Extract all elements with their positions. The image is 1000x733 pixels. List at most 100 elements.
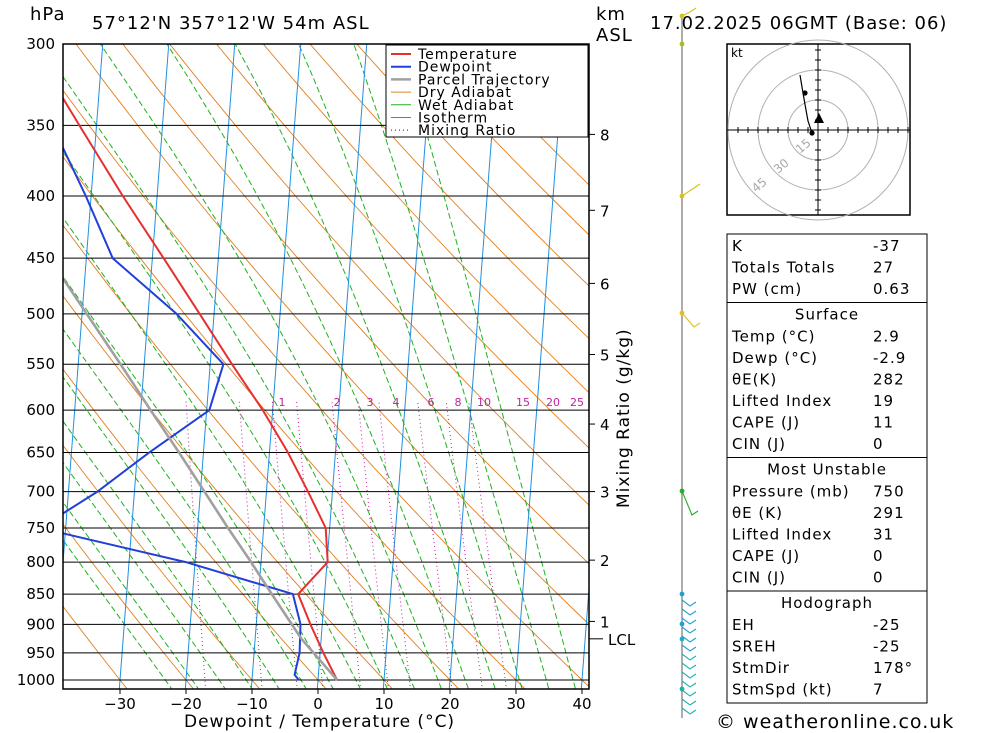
mixing-ratio-lines [185,401,508,689]
datetime-label: 17.02.2025 06GMT (Base: 06) [650,13,947,34]
asl-label: ASL [596,25,633,46]
km-tick-label: 6 [600,275,610,293]
index-label: K [732,237,743,255]
wind-level-marker [679,591,685,597]
index-label: CIN (J) [732,435,786,453]
wet-adiabat-line [234,44,496,689]
km-tick-label: 2 [600,552,610,570]
indices-table-box [726,457,928,592]
wet-adiabat-line [63,151,389,689]
pressure-tick-label: 950 [26,644,55,662]
mixing-ratio-labels: 1 2 3 4 6 8 10 15 20 25 [279,396,585,409]
index-label: Dewp (°C) [732,349,818,367]
wind-barb [681,680,697,688]
lcl-label: LCL [608,631,636,649]
index-value: 291 [873,504,905,522]
km-tick-label: 4 [600,416,610,434]
dry-adiabat-line [63,523,195,689]
indices-tables: K -37 Totals Totals 27 PW (cm) 0.63 Surface Tem… [726,233,928,704]
index-value: -2.9 [873,349,906,367]
index-value: 19 [873,392,894,410]
hodograph-unit-label: kt [731,46,743,60]
pressure-tick-label: 1000 [17,671,55,689]
wet-adiabat-line [63,461,226,689]
mixing-ratio-line [357,401,389,689]
wet-adiabat-line [298,44,523,689]
index-value: 282 [873,371,905,389]
pressure-tick-label: 400 [26,187,55,205]
pressure-unit-label: hPa [30,4,65,25]
mixing-ratio-line [378,401,411,689]
wet-adiabat-line [63,216,361,689]
mixing-ratio-axis-label: Mixing Ratio (g/kg) [614,328,634,508]
index-label: StmSpd (kt) [732,681,833,699]
wet-adiabat-line [63,420,253,689]
wet-adiabats [63,44,577,689]
temperature-tick-label: 30 [506,695,525,713]
wind-barb [681,635,697,643]
index-label: Lifted Index [732,392,832,410]
wind-barb [681,689,697,697]
index-value: -25 [873,638,901,656]
index-value: 31 [873,526,894,544]
indices-table-title: Most Unstable [767,461,887,479]
indices-table-title: Hodograph [781,594,873,612]
temperature-tick-label: −30 [104,695,136,713]
km-tick-label: 7 [600,202,610,220]
pressure-tick-label: 600 [26,401,55,419]
wet-adiabat-line [353,44,550,689]
temperature-ticks: −30 −20 −10 0 10 20 30 40 [104,689,592,713]
wind-profile [679,7,701,718]
mixing-ratio-label: 8 [455,396,462,409]
wet-adiabat-line [63,75,416,689]
index-value: 0 [873,569,884,587]
mixing-ratio-label: 6 [428,396,435,409]
legend-label: Temperature [417,47,518,63]
wet-adiabat-line [400,44,577,689]
wind-barb [681,608,697,616]
indices-table-box [726,590,928,704]
temperature-tick-label: 0 [313,695,323,713]
profiles [63,96,339,681]
hodograph-trace [799,74,813,134]
wet-adiabat-line [63,539,173,689]
wind-barb [681,626,697,634]
wet-adiabat-line [63,501,200,689]
mixing-ratio-line [271,401,298,689]
pressure-tick-label: 300 [26,35,55,53]
mixing-ratio-line [331,401,362,689]
isotherm-line [316,44,368,689]
pressure-ticks: 300 350 400 450 500 550 600 650 700 750 800 850 900 9… [17,35,55,689]
index-value: 178° [873,659,913,677]
isotherm-line [118,44,170,689]
pressure-tick-label: 500 [26,305,55,323]
dry-adiabat-line [63,295,394,689]
isotherm-line [250,44,302,689]
dry-adiabat-line [402,44,589,236]
wind-barb [681,662,697,670]
index-value: 7 [873,681,884,699]
temperature-tick-label: 20 [440,695,459,713]
wet-adiabat-line [99,44,443,689]
dry-adiabat-line [262,44,589,394]
wind-barb [681,644,697,652]
mixing-ratio-label: 15 [516,396,530,409]
index-label: CAPE (J) [732,547,800,565]
mixing-ratio-line [238,401,263,689]
legend-label: Mixing Ratio [418,123,516,139]
parcel-trajectory [63,276,339,681]
index-label: θE(K) [732,371,777,389]
index-label: PW (cm) [732,280,802,298]
storm-motion-marker [814,113,824,123]
wind-barb [681,183,701,197]
legend-label: Wet Adiabat [418,98,514,114]
wind-barb [681,7,697,17]
index-label: CAPE (J) [732,414,800,432]
index-label: Pressure (mb) [732,483,850,501]
legend-label: Isotherm [418,111,488,127]
km-tick-label: 3 [600,484,610,502]
km-tick-label: 5 [600,346,610,364]
